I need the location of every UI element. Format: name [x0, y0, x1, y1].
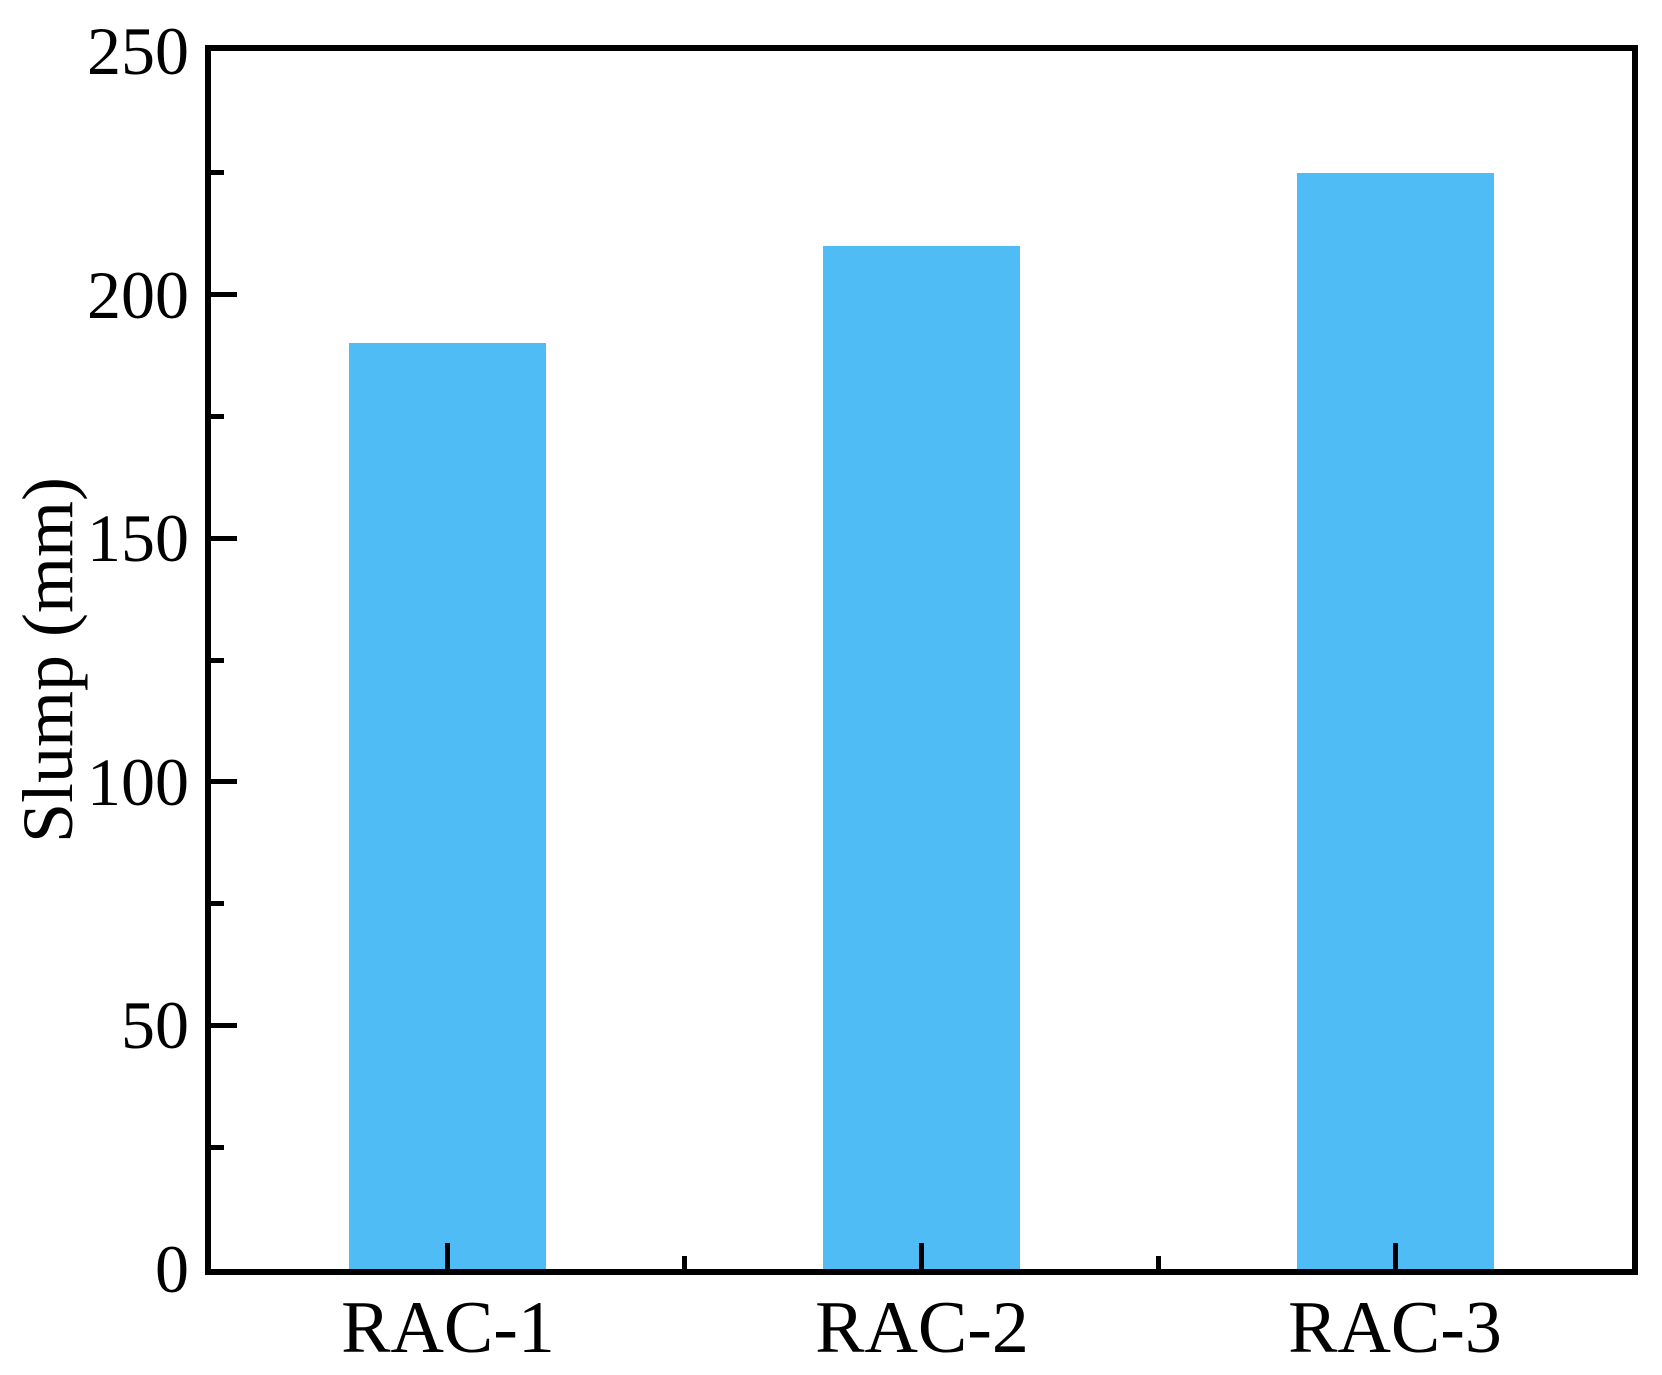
y-tick-label: 150 — [87, 500, 189, 576]
y-tick-label: 250 — [87, 13, 189, 89]
y-major-tick — [211, 1023, 237, 1028]
plot-area — [205, 45, 1638, 1275]
x-tick-label: RAC-3 — [1288, 1287, 1502, 1369]
y-tick-label: 100 — [87, 744, 189, 820]
y-major-tick — [211, 779, 237, 784]
bar-rac-3 — [1297, 173, 1494, 1269]
bar-rac-2 — [823, 246, 1020, 1269]
x-major-tick — [1393, 1243, 1398, 1269]
x-minor-tick — [682, 1256, 687, 1269]
y-minor-tick — [211, 901, 224, 906]
x-major-tick — [445, 1243, 450, 1269]
y-major-tick — [211, 292, 237, 297]
y-minor-tick — [211, 658, 224, 663]
y-minor-tick — [211, 414, 224, 419]
y-minor-tick — [211, 1145, 224, 1150]
y-axis-title: Slump (mm) — [8, 476, 88, 844]
y-major-tick — [211, 536, 237, 541]
x-major-tick — [919, 1243, 924, 1269]
y-tick-label: 0 — [155, 1231, 189, 1307]
x-tick-label: RAC-2 — [815, 1287, 1029, 1369]
bar-rac-1 — [349, 343, 546, 1269]
x-tick-label: RAC-1 — [341, 1287, 555, 1369]
y-tick-label: 200 — [87, 257, 189, 333]
y-minor-tick — [211, 170, 224, 175]
y-tick-label: 50 — [121, 987, 189, 1063]
x-minor-tick — [1156, 1256, 1161, 1269]
